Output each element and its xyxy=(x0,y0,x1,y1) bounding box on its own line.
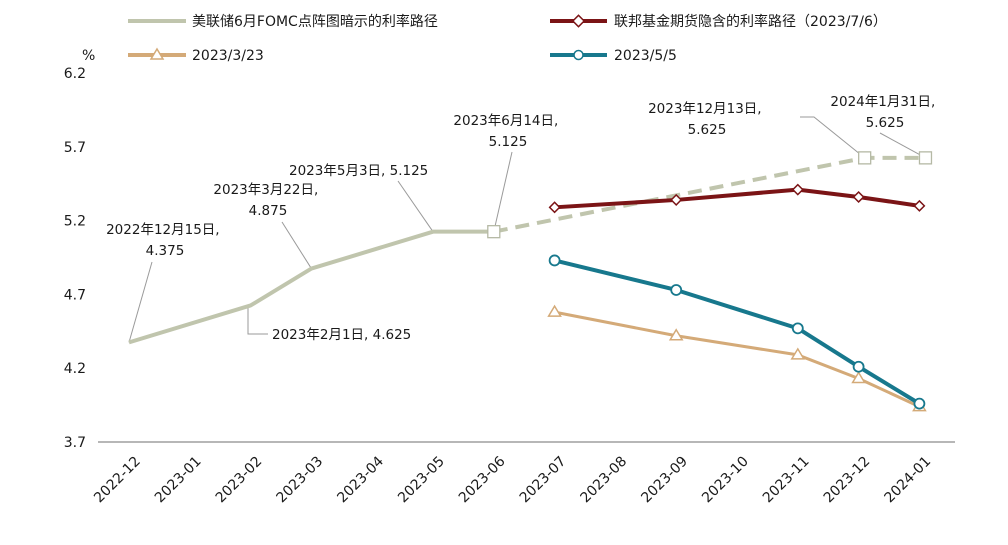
y-tick-label: 4.7 xyxy=(64,287,86,303)
series-line xyxy=(128,229,494,345)
x-tick-label: 2023-12 xyxy=(821,454,874,507)
data-point-diamond xyxy=(548,201,561,214)
annotation-leader-line xyxy=(247,305,268,335)
annotation-leader-line xyxy=(397,180,434,232)
y-axis-ticks: 6.2 5.7 5.2 4.7 4.2 3.7 xyxy=(64,66,86,451)
data-point-diamond xyxy=(670,193,683,206)
x-tick-label: 2023-08 xyxy=(578,454,631,507)
data-point-circle xyxy=(791,322,804,335)
legend-circle-marker xyxy=(573,49,584,61)
data-point-triangle xyxy=(668,328,684,341)
annotation-2024-01-31: 2024年1月31日, 5.625 xyxy=(830,94,939,131)
annotation-leader-line xyxy=(800,116,865,159)
y-tick-label: 5.7 xyxy=(64,140,86,156)
legend-label-fomc-dot-plot: 美联储6月FOMC点阵图暗示的利率路径 xyxy=(192,13,438,30)
legend-label-2023-05-05: 2023/5/5 xyxy=(614,48,677,64)
annotations: 2022年12月15日, 4.375 2023年2月1日, 4.625 2023… xyxy=(106,94,939,343)
series-layer xyxy=(128,151,933,412)
data-point-circle xyxy=(548,254,561,267)
annotation-leader-line xyxy=(493,151,513,232)
annotation-2023-12-13: 2023年12月13日, 5.625 xyxy=(648,101,766,138)
y-tick-label: 6.2 xyxy=(64,66,86,82)
data-point-circle xyxy=(913,397,926,410)
legend-label-fed-funds-futures: 联邦基金期货隐含的利率路径（2023/7/6） xyxy=(614,13,887,30)
data-point-triangle xyxy=(851,371,866,384)
x-tick-label: 2024-01 xyxy=(882,454,935,507)
x-tick-label: 2023-05 xyxy=(395,454,448,507)
legend-diamond-marker xyxy=(571,14,586,28)
annotation-2022-12-15: 2022年12月15日, 4.375 xyxy=(106,222,224,259)
data-point-circle xyxy=(670,284,683,296)
y-tick-label: 5.2 xyxy=(64,214,86,230)
annotation-leader-line xyxy=(879,132,926,159)
annotation-leader-line xyxy=(281,221,312,269)
data-point-triangle xyxy=(547,304,562,317)
y-tick-label: 3.7 xyxy=(64,435,86,451)
legend-label-2023-03-23: 2023/3/23 xyxy=(192,48,264,64)
x-tick-label: 2023-04 xyxy=(334,453,387,506)
x-tick-label: 2023-03 xyxy=(274,454,327,507)
data-point-diamond xyxy=(913,199,926,212)
data-point-square xyxy=(487,225,501,239)
data-point-triangle xyxy=(790,347,806,360)
legend-item-2023-03-23: 2023/3/23 xyxy=(128,47,264,64)
annotation-leader-lines xyxy=(128,116,926,343)
series-line xyxy=(554,310,921,408)
legend-item-fomc-dot-plot: 美联储6月FOMC点阵图暗示的利率路径 xyxy=(128,13,438,30)
x-tick-label: 2023-10 xyxy=(699,454,752,507)
x-tick-label: 2022-12 xyxy=(91,454,144,507)
legend-triangle-marker xyxy=(149,47,165,60)
x-tick-label: 2023-09 xyxy=(638,454,691,507)
x-tick-label: 2023-06 xyxy=(456,453,509,506)
legend-item-fed-funds-futures: 联邦基金期货隐含的利率路径（2023/7/6） xyxy=(550,13,887,30)
data-point-circle xyxy=(852,360,865,373)
data-point-square xyxy=(858,151,872,165)
annotation-2023-03-22: 2023年3月22日, 4.875 xyxy=(213,182,322,219)
annotation-2023-05-03: 2023年5月3日, 5.125 xyxy=(289,163,428,179)
x-tick-label: 2023-02 xyxy=(213,454,266,507)
series-line xyxy=(554,187,920,210)
x-tick-label: 2023-01 xyxy=(152,454,205,507)
data-point-diamond xyxy=(852,190,865,203)
x-tick-label: 2023-11 xyxy=(760,454,813,507)
annotation-2023-06-14: 2023年6月14日, 5.125 xyxy=(453,113,562,150)
annotation-leader-line xyxy=(128,261,153,343)
annotation-2023-02-01: 2023年2月1日, 4.625 xyxy=(272,327,411,343)
y-axis-unit-label: % xyxy=(82,48,95,64)
x-tick-label: 2023-07 xyxy=(517,454,570,507)
legend-item-2023-05-05: 2023/5/5 xyxy=(550,48,677,64)
y-tick-label: 4.2 xyxy=(64,361,86,377)
data-point-square xyxy=(918,151,933,165)
legend: 美联储6月FOMC点阵图暗示的利率路径 联邦基金期货隐含的利率路径（2023/7… xyxy=(128,13,887,64)
x-axis-ticks: 2022-12 2023-01 2023-02 2023-03 2023-04 2023-… xyxy=(91,453,934,506)
data-point-diamond xyxy=(791,183,804,196)
